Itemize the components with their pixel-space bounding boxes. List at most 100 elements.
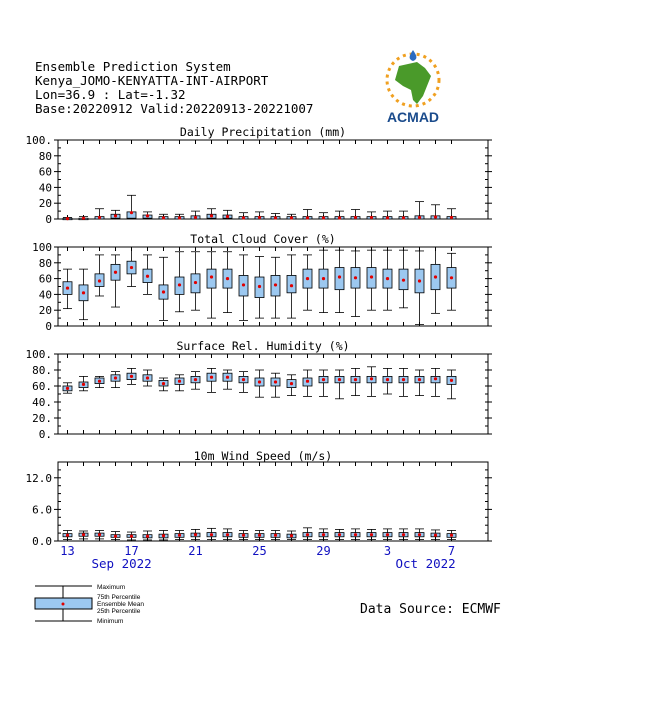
box-day-8 [174,374,185,392]
mean-dot [113,376,118,380]
legend-mean-label: Ensemble Mean [97,601,144,608]
y-tick-label: 40 [39,181,52,194]
box-day-16 [302,254,313,311]
box-day-20 [366,211,377,220]
mean-dot [369,533,374,537]
mean-dot [321,216,326,220]
logo-text: ACMAD [387,109,439,125]
box-day-10 [206,527,217,540]
box-day-18 [334,529,345,540]
mean-dot [97,215,102,220]
box-day-14 [270,213,281,220]
x-day-label: 29 [316,544,330,558]
box-day-6 [142,369,153,387]
mean-dot [65,533,70,537]
mean-dot [209,375,214,379]
mean-dot [257,215,262,220]
x-day-label: 3 [384,544,391,558]
mean-dot [209,275,214,279]
mean-dot [177,379,182,383]
box-day-2 [78,268,89,321]
mean-dot [161,534,166,538]
mean-dot [225,277,230,281]
mean-dot [417,279,422,283]
panel-frame [57,353,489,435]
box-day-13 [254,530,265,540]
box-day-14 [270,530,281,540]
box-day-14 [270,372,281,398]
panel-4: 0.0 6.0 12.0 10m Wind Speed (m/s) [26,449,492,548]
box-day-23 [414,201,425,220]
mean-dot [241,533,246,537]
mean-dot [113,534,118,538]
mean-dot [129,534,134,538]
mean-dot [193,378,198,382]
box-day-17 [318,249,329,313]
box-day-3 [94,530,105,540]
mean-dot [305,216,310,220]
legend-maximum-label: Maximum [97,584,125,591]
y-tick-label: 20 [39,304,52,317]
box-day-19 [350,528,361,540]
mean-dot [177,216,182,220]
box-day-5 [126,194,137,220]
box-day-9 [190,371,201,390]
box-day-21 [382,528,393,540]
mean-dot [401,216,406,220]
box-day-25 [446,208,457,220]
box-day-8 [174,530,185,540]
panel-title: 10m Wind Speed (m/s) [194,449,332,463]
box-day-12 [238,530,249,540]
box-day-4 [110,531,121,540]
mean-dot [289,534,294,538]
mean-dot [209,533,214,537]
box-day-12 [238,371,249,393]
mean-dot [65,217,70,221]
box-day-8 [174,251,185,313]
mean-dot [177,283,182,287]
y-tick-label: 100. [26,348,53,361]
mean-dot [433,275,438,279]
mean-dot [353,378,358,382]
legend-mean-dot [61,602,65,606]
y-tick-label: 0.0 [32,535,52,548]
mean-dot [81,533,86,537]
y-tick-label: 100. [26,134,53,147]
acmad-logo: ACMAD [385,50,441,125]
box-day-15 [286,213,297,220]
box-day-8 [174,213,185,220]
x-day-label: 17 [124,544,138,558]
mean-dot [97,379,102,383]
mean-dot [401,533,406,537]
y-tick-label: 60 [39,166,52,179]
y-tick-label: 60 [39,273,52,286]
mean-dot [321,533,326,537]
box-day-2 [78,216,89,221]
mean-dot [289,284,294,288]
mean-dot [305,379,310,383]
mean-dot [417,533,422,537]
mean-dot [449,533,454,537]
mean-dot [337,275,342,279]
mean-dot [369,377,374,381]
y-tick-label: 0 [45,213,52,226]
box-day-19 [350,250,361,317]
mean-dot [129,211,134,215]
box-day-20 [366,249,377,311]
mean-dot [401,278,406,282]
data-source: Data Source: ECMWF [360,602,501,617]
legend-p25-label: 25th Percentile [97,608,141,615]
box-day-2 [78,375,89,392]
mean-dot [209,214,214,218]
mean-dot [433,215,438,219]
mean-dot [273,216,278,220]
box-day-13 [254,211,265,220]
y-tick-label: 6.0 [32,503,52,516]
box-day-25 [446,530,457,540]
panel-title: Daily Precipitation (mm) [180,125,346,139]
box-day-16 [302,527,313,540]
mean-dot [449,276,454,280]
y-tick-label: 12.0 [26,472,53,485]
box-day-24 [430,529,441,540]
box-day-7 [158,213,169,220]
